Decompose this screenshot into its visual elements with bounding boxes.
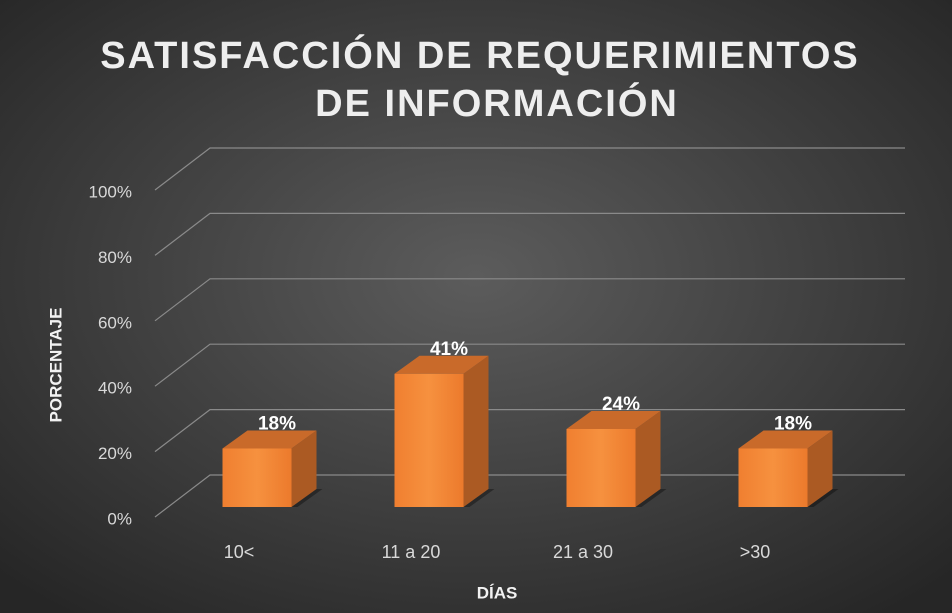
x-tick-label: 21 a 30 <box>553 542 613 562</box>
grid-line <box>154 343 905 387</box>
grid-line <box>154 147 905 191</box>
bar-top <box>738 430 833 449</box>
y-tick-label: 80% <box>98 248 132 267</box>
bar-side <box>807 430 833 507</box>
x-axis-label: DÍAS <box>477 583 518 602</box>
bar-top <box>222 430 317 449</box>
bar-top <box>394 355 489 374</box>
data-label: 41% <box>430 339 468 360</box>
y-tick-label: 40% <box>98 379 132 398</box>
chart-title: SATISFACCIÓN DE REQUERIMIENTOS <box>100 33 860 77</box>
data-label: 18% <box>774 414 812 435</box>
chart-title: DE INFORMACIÓN <box>315 81 679 125</box>
bar-side <box>635 411 661 507</box>
bar <box>566 429 636 507</box>
y-tick-label: 60% <box>98 313 132 332</box>
bar-side <box>463 355 489 507</box>
data-label: 18% <box>258 414 296 435</box>
y-tick-label: 100% <box>89 182 132 201</box>
bar <box>738 448 808 507</box>
y-axis-label: PORCENTAJE <box>46 308 65 423</box>
y-tick-label: 20% <box>98 444 132 463</box>
grid-line <box>154 474 905 518</box>
x-tick-label: 10< <box>224 542 255 562</box>
y-tick-label: 0% <box>107 509 132 528</box>
x-tick-label: >30 <box>740 542 771 562</box>
bar <box>222 448 292 507</box>
bar-side <box>291 430 317 507</box>
grid-line <box>154 278 905 322</box>
x-tick-label: 11 a 20 <box>382 542 441 562</box>
grid-line <box>154 212 905 256</box>
grid-line <box>154 409 905 453</box>
bar-top <box>566 411 661 429</box>
data-label: 24% <box>602 394 640 415</box>
bar <box>394 373 464 507</box>
